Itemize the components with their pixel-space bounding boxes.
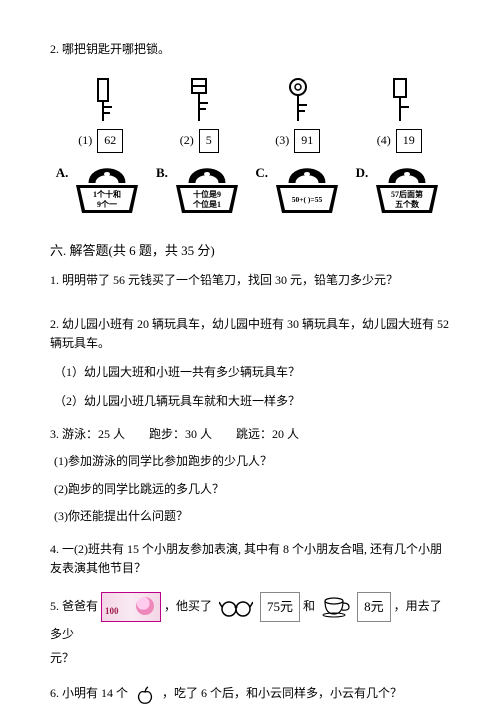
p2-s2: （2）幼儿园小班几辆玩具车就和大班一样多？ xyxy=(54,392,450,411)
problem-1: 1. 明明带了 56 元钱买了一个铅笔刀，找回 30 元，铅笔刀多少元？ xyxy=(50,271,450,290)
p5-mid: ，他买了 xyxy=(164,599,212,613)
lock-b-line1: 十位是9 xyxy=(193,189,221,199)
key-2-idx: (2) xyxy=(180,133,194,147)
q2-text: 2. 哪把钥匙开哪把锁。 xyxy=(50,42,170,56)
lock-a-line1: 1个十和 xyxy=(93,189,121,199)
lock-icon: 50+( )=55 xyxy=(270,163,344,217)
key-1: (1) 62 xyxy=(78,77,123,152)
key-2-val: 5 xyxy=(199,129,219,152)
lock-a: A. 1个十和 9个一 xyxy=(56,163,145,217)
key-4-val: 19 xyxy=(396,129,422,152)
cup-price: 8元 xyxy=(357,592,391,622)
keys-row: (1) 62 (2) 5 (3) 91 xyxy=(50,77,450,152)
problem-3: 3. 游泳：25 人 跑步：30 人 跳远：20 人 (1)参加游泳的同学比参加… xyxy=(50,425,450,526)
key-3-val: 91 xyxy=(294,129,320,152)
lock-b: B. 十位是9 个位是1 xyxy=(156,163,244,217)
locks-row: A. 1个十和 9个一 B. 十位是9 个位是1 C. 50+( )=55 xyxy=(50,163,450,217)
cup-icon xyxy=(322,596,350,618)
p3-text: 3. 游泳：25 人 跑步：30 人 跳远：20 人 xyxy=(50,425,450,444)
key-icon xyxy=(281,77,315,123)
p6-post: ，吃了 6 个后，和小云同样多，小云有几个？ xyxy=(162,686,402,700)
problem-6: 6. 小明有 14 个 ，吃了 6 个后，和小云同样多，小云有几个？ xyxy=(50,684,450,704)
lock-c-line1: 50+( )=55 xyxy=(292,195,323,204)
lock-d-label: D. xyxy=(356,163,369,184)
lock-d-line1: 57后面第 xyxy=(391,189,423,199)
lock-a-line2: 9个一 xyxy=(97,199,117,209)
key-4-idx: (4) xyxy=(377,133,391,147)
lock-c: C. 50+( )=55 xyxy=(255,163,344,217)
key-icon xyxy=(182,77,216,123)
lock-b-line2: 个位是1 xyxy=(192,199,221,209)
apple-icon xyxy=(135,685,155,705)
problem-2: 2. 幼儿园小班有 20 辆玩具车，幼儿园中班有 30 辆玩具车，幼儿园大班有 … xyxy=(50,315,450,412)
key-2: (2) 5 xyxy=(180,77,219,152)
p2-s1: （1）幼儿园大班和小班一共有多少辆玩具车？ xyxy=(54,363,450,382)
problem-5: 5. 爸爸有 ，他买了 75元 和 8元 ，用去了多少 元？ xyxy=(50,592,450,670)
key-4: (4) 19 xyxy=(377,77,422,152)
section-6-title: 六. 解答题(共 6 题，共 35 分) xyxy=(50,241,450,262)
p5-and: 和 xyxy=(303,599,315,613)
glasses-icon xyxy=(219,596,253,618)
lock-icon: 57后面第 五个数 xyxy=(370,163,444,217)
lock-a-label: A. xyxy=(56,163,69,184)
money-icon xyxy=(101,592,161,622)
p3-s1: (1)参加游泳的同学比参加跑步的少几人？ xyxy=(54,452,450,471)
key-icon xyxy=(84,77,118,123)
lock-d: D. 57后面第 五个数 xyxy=(356,163,445,217)
key-3: (3) 91 xyxy=(275,77,320,152)
problem-4: 4. 一(2)班共有 15 个小朋友参加表演, 其中有 8 个小朋友合唱, 还有… xyxy=(50,540,450,578)
key-1-idx: (1) xyxy=(78,133,92,147)
key-1-val: 62 xyxy=(97,129,123,152)
p3-s3: (3)你还能提出什么问题？ xyxy=(54,507,450,526)
lock-b-label: B. xyxy=(156,163,168,184)
lock-c-label: C. xyxy=(255,163,268,184)
question-2: 2. 哪把钥匙开哪把锁。 xyxy=(50,40,450,59)
p2-text: 2. 幼儿园小班有 20 辆玩具车，幼儿园中班有 30 辆玩具车，幼儿园大班有 … xyxy=(50,315,450,353)
p6-pre: 6. 小明有 14 个 xyxy=(50,686,128,700)
lock-icon: 十位是9 个位是1 xyxy=(170,163,244,217)
p3-s2: (2)跑步的同学比跳远的多几人？ xyxy=(54,480,450,499)
lock-icon: 1个十和 9个一 xyxy=(70,163,144,217)
key-icon xyxy=(382,77,416,123)
p5-pre: 5. 爸爸有 xyxy=(50,599,98,613)
glasses-price: 75元 xyxy=(260,592,300,622)
lock-d-line2: 五个数 xyxy=(395,199,420,209)
p5-post2: 元？ xyxy=(50,651,74,665)
key-3-idx: (3) xyxy=(275,133,289,147)
